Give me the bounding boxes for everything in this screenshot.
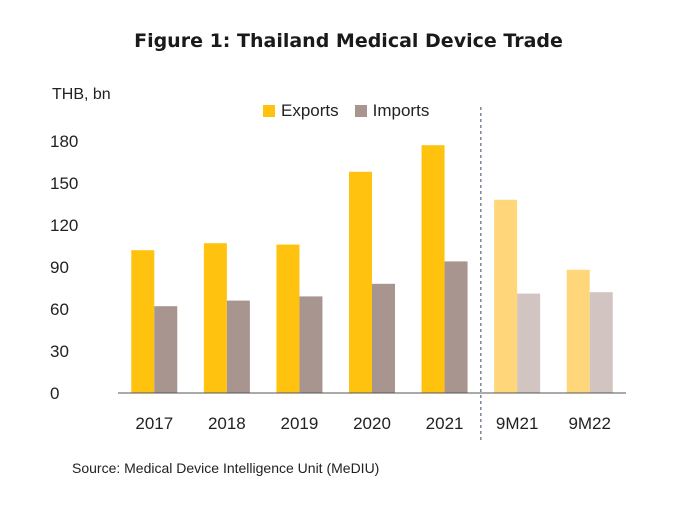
bar-exports-2019	[276, 244, 300, 393]
x-tick-label: 2018	[208, 414, 246, 433]
source-note: Source: Medical Device Intelligence Unit…	[72, 460, 380, 476]
y-tick-label: 30	[50, 342, 69, 361]
y-tick-label: 180	[50, 132, 78, 151]
bar-imports-9m22	[589, 292, 613, 393]
bar-exports-2017	[131, 250, 155, 393]
bar-imports-2018	[226, 300, 250, 393]
chart-title: Figure 1: Thailand Medical Device Trade	[134, 30, 563, 52]
legend-item-exports: Exports	[263, 101, 339, 121]
bar-imports-2021	[444, 261, 468, 393]
x-tick-label: 9M21	[496, 414, 539, 433]
x-tick-label: 2021	[426, 414, 464, 433]
y-tick-label: 120	[50, 216, 78, 235]
bar-exports-9m21	[494, 199, 518, 393]
x-tick-label: 9M22	[568, 414, 611, 433]
legend-label-exports: Exports	[281, 101, 339, 120]
x-tick-label: 2017	[135, 414, 173, 433]
y-tick-label: 90	[50, 258, 69, 277]
y-axis-unit-label: THB, bn	[52, 86, 111, 103]
bar-exports-2018	[203, 243, 227, 393]
bar-imports-2019	[299, 296, 323, 393]
y-tick-label: 150	[50, 174, 78, 193]
x-tick-label: 2020	[353, 414, 391, 433]
legend-swatch-imports	[354, 105, 367, 117]
bar-exports-2020	[349, 171, 372, 393]
y-tick-label: 0	[50, 384, 59, 403]
legend-swatch-exports	[263, 105, 275, 117]
bar-imports-2020	[372, 283, 395, 393]
legend-item-imports: Imports	[354, 101, 430, 121]
bar-imports-9m21	[517, 293, 541, 393]
x-tick-label: 2019	[281, 414, 319, 433]
bar-exports-2021	[421, 145, 445, 393]
y-tick-label: 60	[50, 300, 69, 319]
legend-label-imports: Imports	[372, 101, 430, 120]
legend: Exports Imports	[263, 101, 445, 121]
bar-exports-9m22	[566, 269, 590, 393]
bar-imports-2017	[154, 306, 178, 393]
